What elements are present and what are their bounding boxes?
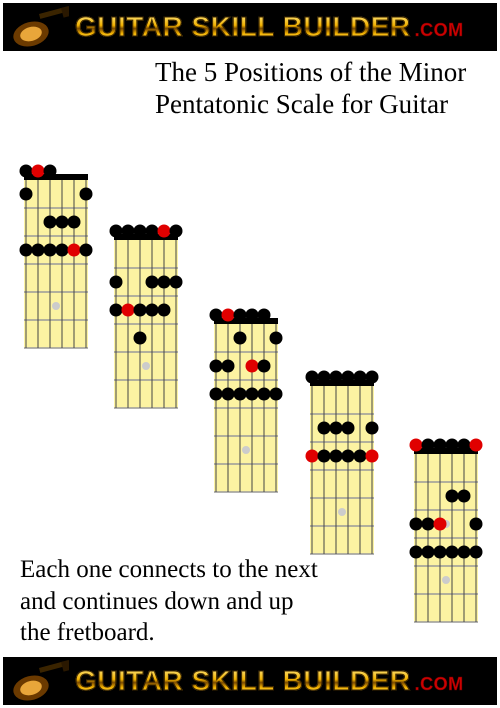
fretboard-pos5 xyxy=(404,434,488,626)
top-banner: GUITAR SKILL BUILDER .COM xyxy=(3,3,497,51)
banner-text: GUITAR SKILL BUILDER .COM xyxy=(75,11,464,43)
banner-main: GUITAR SKILL BUILDER xyxy=(75,665,411,697)
fretboard-pos4 xyxy=(300,366,384,558)
banner-suffix: .COM xyxy=(415,20,464,41)
fretboard-pos2 xyxy=(104,220,188,412)
page-title: The 5 Positions of the Minor Pentatonic … xyxy=(155,56,485,121)
banner-main: GUITAR SKILL BUILDER xyxy=(75,11,411,43)
banner-text: GUITAR SKILL BUILDER .COM xyxy=(75,665,464,697)
guitar-icon xyxy=(9,660,69,702)
banner-suffix: .COM xyxy=(415,674,464,695)
bottom-banner: GUITAR SKILL BUILDER .COM xyxy=(3,657,497,705)
fretboard-pos1 xyxy=(14,160,98,352)
guitar-icon xyxy=(9,6,69,48)
caption-text: Each one connects to the next and contin… xyxy=(20,554,320,648)
fretboard-pos3 xyxy=(204,304,288,496)
